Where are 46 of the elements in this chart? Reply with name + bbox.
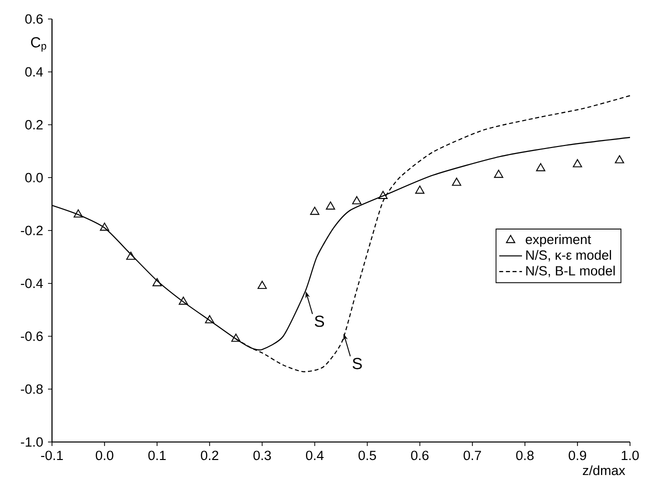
point <box>178 296 188 305</box>
y-tick-label: -1.0 <box>20 437 43 447</box>
point <box>258 280 267 289</box>
y-tick-label: -0.8 <box>20 384 43 394</box>
point <box>152 278 162 286</box>
y-tick-label: 0.4 <box>25 67 43 77</box>
annotation: S <box>352 358 362 370</box>
point <box>494 170 504 178</box>
x-tick-label: 0.8 <box>516 450 534 460</box>
point <box>452 178 462 186</box>
y-tick-label: -0.2 <box>20 226 43 236</box>
x-tick-label: 0.1 <box>148 450 166 460</box>
y-axis-title: C$_{p}$ <box>31 37 46 52</box>
x-tick-label: 0.9 <box>568 450 586 460</box>
point <box>415 186 424 194</box>
x-tick-label: 0.5 <box>358 450 376 460</box>
legend-label: experiment <box>526 234 592 247</box>
x-tick-label: 0.2 <box>200 450 218 460</box>
y-tick-label: 0.0 <box>25 172 43 182</box>
x-tick-label: 0.7 <box>464 450 481 460</box>
y-tick-label: -0.4 <box>20 278 43 288</box>
legend-label: N/S, B-L model <box>526 266 615 278</box>
x-tick-label: 0.0 <box>96 450 114 460</box>
x-tick-label: 0.4 <box>306 450 324 460</box>
point <box>572 159 582 168</box>
point <box>126 252 136 260</box>
annotation: S <box>314 316 324 327</box>
y-tick-label: 0.2 <box>25 120 43 130</box>
point <box>74 209 83 218</box>
point <box>378 190 388 199</box>
x-tick-label: 1.0 <box>622 450 639 460</box>
point <box>614 155 624 164</box>
x-tick-label: -0.1 <box>41 450 63 460</box>
point <box>310 206 320 215</box>
legend-label: N/S, κ-ε model <box>526 250 612 262</box>
point <box>352 196 362 204</box>
point <box>231 334 241 342</box>
y-tick-label: 0.6 <box>25 14 43 24</box>
x-tick-label: 0.3 <box>253 450 271 460</box>
point <box>326 201 336 210</box>
x-axis-title: z/dmax <box>582 465 626 476</box>
x-tick-label: 0.6 <box>411 450 429 460</box>
point <box>100 222 110 231</box>
point <box>536 163 546 172</box>
y-tick-label: -0.6 <box>20 332 43 341</box>
point <box>205 315 214 324</box>
